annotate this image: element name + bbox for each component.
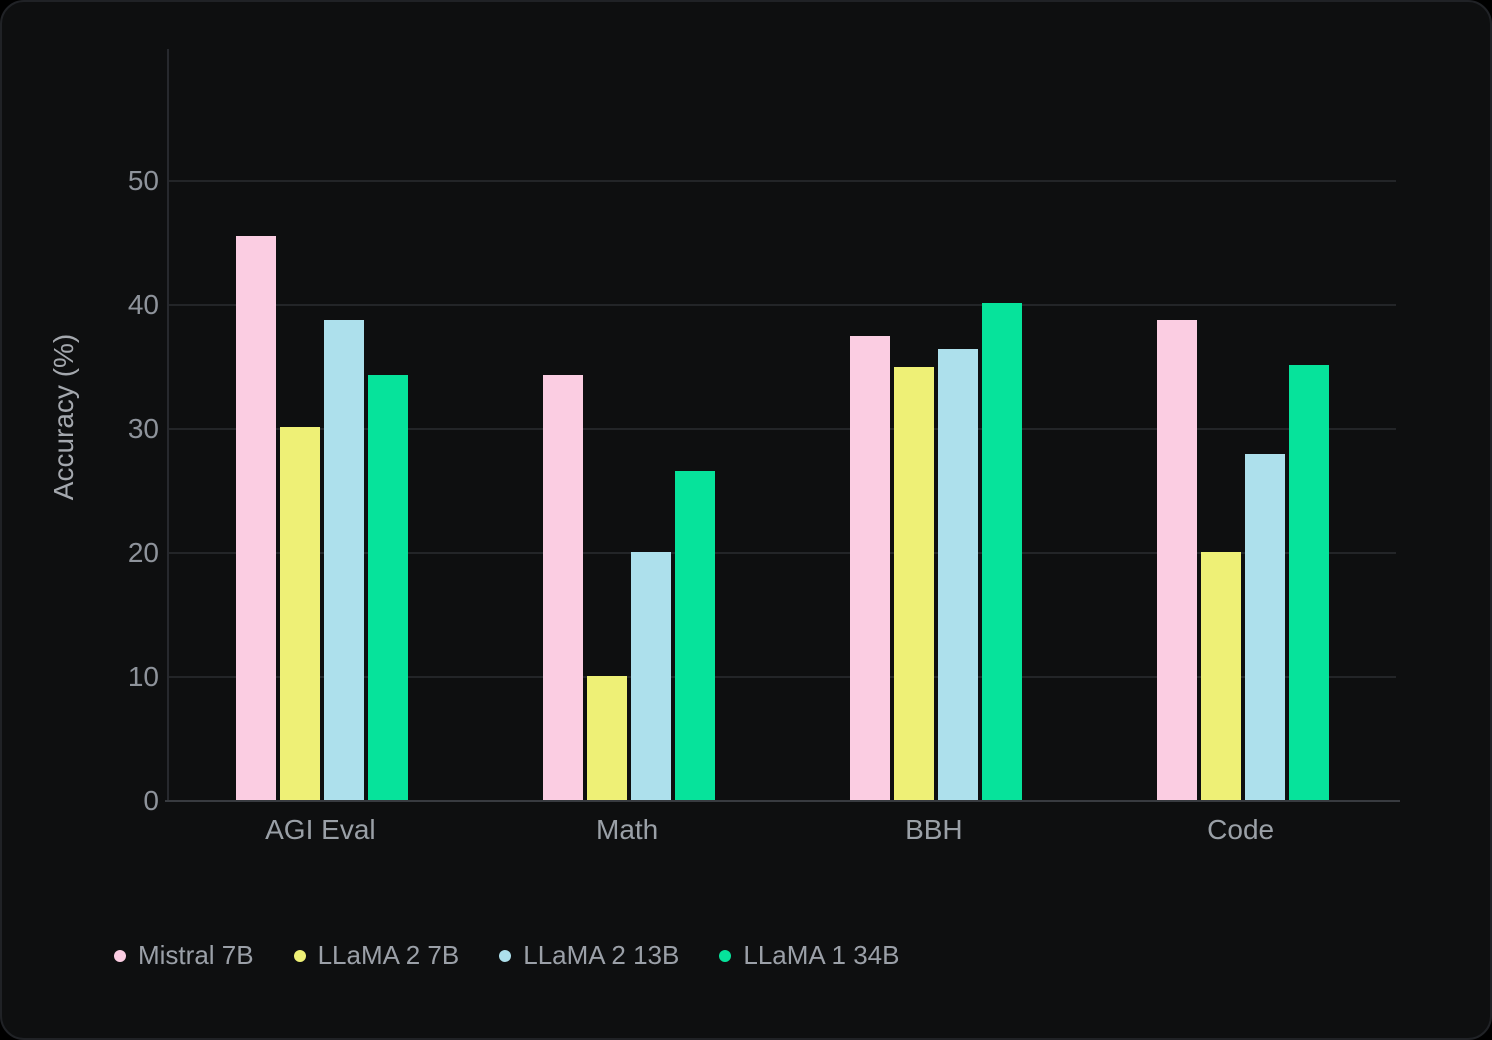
legend: Mistral 7B LLaMA 2 7B LLaMA 2 13B LLaMA 1 3… — [114, 940, 899, 971]
legend-swatch-icon — [719, 949, 732, 962]
y-tick-label: 20 — [127, 536, 159, 568]
bar — [324, 319, 365, 801]
bar-group — [1089, 49, 1396, 801]
bar — [587, 675, 628, 801]
bar — [236, 236, 277, 801]
legend-label: LLaMA 1 34B — [743, 940, 900, 970]
bar — [1200, 551, 1241, 801]
x-axis-label: Code — [1207, 814, 1275, 845]
x-axis-label: Math — [596, 814, 659, 845]
x-axis-labels: AGI Eval Math BBH Code — [167, 814, 1394, 846]
legend-label: Mistral 7B — [138, 940, 254, 970]
bar — [1244, 453, 1285, 801]
bar — [280, 427, 321, 801]
y-tick-label: 30 — [127, 412, 159, 444]
bar — [631, 551, 672, 801]
bar — [675, 470, 716, 801]
bar — [1288, 365, 1329, 801]
y-tick-label: 0 — [143, 785, 159, 816]
bar — [981, 303, 1022, 801]
y-tick-label: 50 — [127, 164, 159, 196]
bar — [1156, 319, 1197, 801]
bar — [893, 366, 934, 801]
bar-group — [476, 49, 783, 801]
gridline — [169, 551, 1396, 554]
gridline — [169, 427, 1396, 430]
legend-item[interactable]: Mistral 7B — [114, 940, 254, 971]
gridline — [169, 303, 1396, 306]
x-axis-label: BBH — [905, 814, 963, 845]
legend-item[interactable]: LLaMA 2 7B — [293, 940, 460, 971]
legend-item[interactable]: LLaMA 2 13B — [499, 940, 679, 971]
bar — [849, 335, 890, 801]
legend-swatch-icon — [499, 949, 512, 962]
gridline — [169, 675, 1396, 678]
bar-group — [169, 49, 476, 801]
bar-group — [783, 49, 1090, 801]
bar — [543, 375, 584, 801]
legend-item[interactable]: LLaMA 1 34B — [719, 940, 899, 971]
y-tick-label: 40 — [127, 288, 159, 320]
x-axis-label: AGI Eval — [265, 814, 376, 845]
bar — [368, 375, 409, 801]
x-axis-line — [165, 800, 1400, 802]
y-axis-tick-labels: 0 10 20 30 40 50 — [2, 49, 159, 814]
legend-label: LLaMA 2 13B — [523, 940, 680, 970]
gridline — [169, 179, 1396, 182]
plot-area — [167, 49, 1396, 801]
legend-swatch-icon — [114, 949, 126, 962]
bar — [937, 349, 978, 801]
legend-label: LLaMA 2 7B — [317, 940, 460, 970]
legend-swatch-icon — [293, 949, 306, 962]
bar-groups — [169, 49, 1396, 801]
y-tick-label: 10 — [127, 660, 159, 692]
